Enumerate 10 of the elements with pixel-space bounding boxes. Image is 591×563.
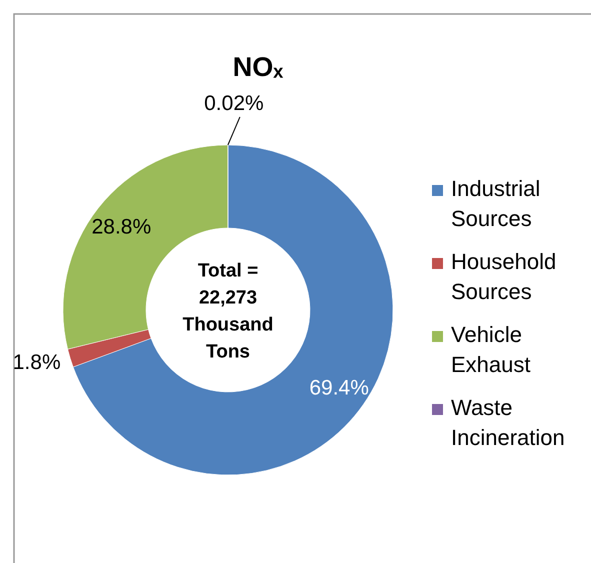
legend-label: Industrial Sources [451, 176, 540, 231]
data-label: 1.8% [12, 351, 61, 374]
text: Total = 22,273 Thousand Tons [182, 260, 274, 362]
legend-label: Household Sources [451, 249, 556, 304]
legend-label: Vehicle Exhaust [451, 322, 530, 377]
legend-label: Waste Incineration [451, 395, 565, 450]
chart-title: NOₓ [232, 52, 284, 82]
data-label: 69.4% [309, 376, 369, 400]
data-label: 0.02% [204, 92, 264, 115]
data-label: 28.8% [92, 215, 152, 238]
